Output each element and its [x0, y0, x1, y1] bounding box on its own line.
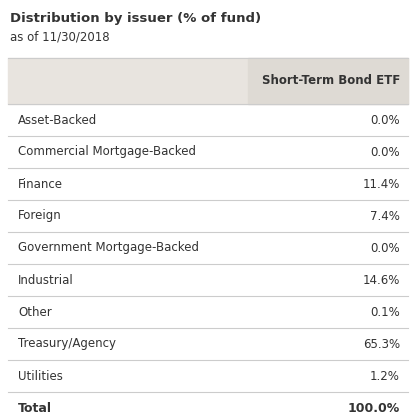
Text: 0.0%: 0.0% [370, 242, 400, 255]
Text: Government Mortgage-Backed: Government Mortgage-Backed [18, 242, 199, 255]
Text: Asset-Backed: Asset-Backed [18, 114, 97, 126]
Text: 65.3%: 65.3% [363, 337, 400, 351]
Text: Distribution by issuer (% of fund): Distribution by issuer (% of fund) [10, 12, 261, 25]
Text: 11.4%: 11.4% [363, 178, 400, 191]
Text: 0.0%: 0.0% [370, 146, 400, 158]
Text: Utilities: Utilities [18, 369, 63, 382]
Text: Total: Total [18, 401, 52, 414]
Bar [248, 58, 408, 104]
Text: Commercial Mortgage-Backed: Commercial Mortgage-Backed [18, 146, 196, 158]
Text: 0.1%: 0.1% [370, 305, 400, 319]
Text: 0.0%: 0.0% [370, 114, 400, 126]
Text: Industrial: Industrial [18, 273, 74, 287]
Text: 7.4%: 7.4% [370, 210, 400, 223]
Text: Treasury/Agency: Treasury/Agency [18, 337, 116, 351]
Bar [8, 58, 408, 104]
Text: Foreign: Foreign [18, 210, 62, 223]
Text: as of 11/30/2018: as of 11/30/2018 [10, 30, 110, 43]
Text: 100.0%: 100.0% [348, 401, 400, 414]
Text: 1.2%: 1.2% [370, 369, 400, 382]
Text: Finance: Finance [18, 178, 63, 191]
Text: Short-Term Bond ETF: Short-Term Bond ETF [262, 74, 400, 87]
Text: Other: Other [18, 305, 52, 319]
Text: 14.6%: 14.6% [363, 273, 400, 287]
